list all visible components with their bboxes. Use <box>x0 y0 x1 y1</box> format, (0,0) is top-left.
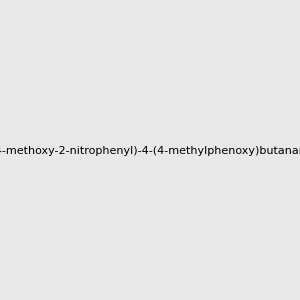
Text: N-(4-methoxy-2-nitrophenyl)-4-(4-methylphenoxy)butanamide: N-(4-methoxy-2-nitrophenyl)-4-(4-methylp… <box>0 146 300 157</box>
